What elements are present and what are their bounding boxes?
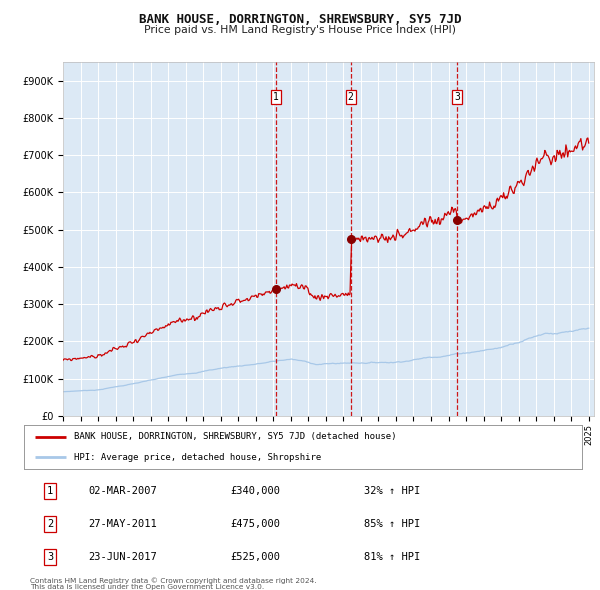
- Text: This data is licensed under the Open Government Licence v3.0.: This data is licensed under the Open Gov…: [30, 584, 264, 590]
- Text: 32% ↑ HPI: 32% ↑ HPI: [364, 486, 421, 496]
- Text: 3: 3: [47, 552, 53, 562]
- Text: BANK HOUSE, DORRINGTON, SHREWSBURY, SY5 7JD (detached house): BANK HOUSE, DORRINGTON, SHREWSBURY, SY5 …: [74, 432, 397, 441]
- Text: 2: 2: [347, 93, 353, 102]
- Text: £340,000: £340,000: [230, 486, 280, 496]
- Text: 1: 1: [274, 93, 279, 102]
- Text: 27-MAY-2011: 27-MAY-2011: [88, 519, 157, 529]
- Text: 1: 1: [47, 486, 53, 496]
- Text: BANK HOUSE, DORRINGTON, SHREWSBURY, SY5 7JD: BANK HOUSE, DORRINGTON, SHREWSBURY, SY5 …: [139, 13, 461, 26]
- Text: 23-JUN-2017: 23-JUN-2017: [88, 552, 157, 562]
- Text: Price paid vs. HM Land Registry's House Price Index (HPI): Price paid vs. HM Land Registry's House …: [144, 25, 456, 35]
- Text: Contains HM Land Registry data © Crown copyright and database right 2024.: Contains HM Land Registry data © Crown c…: [30, 577, 317, 584]
- Text: 81% ↑ HPI: 81% ↑ HPI: [364, 552, 421, 562]
- Text: £525,000: £525,000: [230, 552, 280, 562]
- Text: 2: 2: [47, 519, 53, 529]
- Text: 02-MAR-2007: 02-MAR-2007: [88, 486, 157, 496]
- Text: 3: 3: [454, 93, 460, 102]
- Text: HPI: Average price, detached house, Shropshire: HPI: Average price, detached house, Shro…: [74, 453, 322, 461]
- Text: 85% ↑ HPI: 85% ↑ HPI: [364, 519, 421, 529]
- Text: £475,000: £475,000: [230, 519, 280, 529]
